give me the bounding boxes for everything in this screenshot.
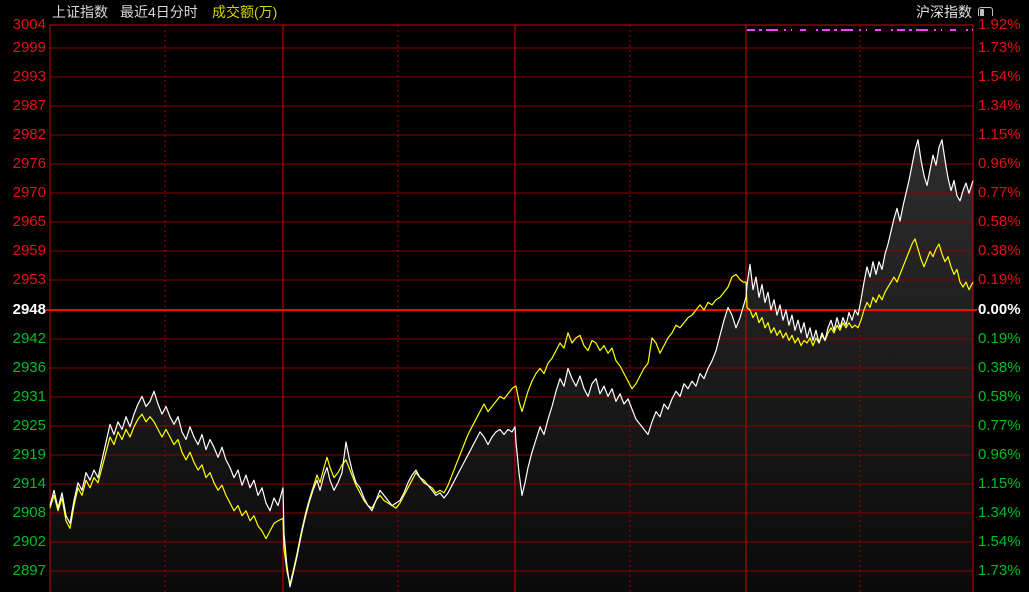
price-tick-label: 2897 <box>0 562 46 580</box>
percent-tick-label: 0.38% <box>978 359 1021 377</box>
percent-tick-label: 1.54% <box>978 68 1021 86</box>
price-tick-label: 3004 <box>0 16 46 34</box>
period-label: 最近4日分时 <box>120 4 198 20</box>
grid-lines <box>50 24 973 572</box>
percent-tick-label: 0.38% <box>978 242 1021 260</box>
percent-tick-label: 0.19% <box>978 271 1021 289</box>
secondary-line <box>49 238 974 585</box>
percent-tick-label: 0.00% <box>978 301 1021 319</box>
percent-tick-label: 1.92% <box>978 16 1021 34</box>
percent-tick-label: 1.34% <box>978 97 1021 115</box>
percent-tick-label: 1.15% <box>978 126 1021 144</box>
percent-tick-label: 1.73% <box>978 562 1021 580</box>
price-tick-label: 2970 <box>0 184 46 202</box>
price-tick-label: 2942 <box>0 330 46 348</box>
price-tick-label: 2993 <box>0 68 46 86</box>
percent-tick-label: 0.58% <box>978 213 1021 231</box>
percent-tick-label: 0.96% <box>978 155 1021 173</box>
price-tick-label: 2959 <box>0 242 46 260</box>
percent-tick-label: 0.19% <box>978 330 1021 348</box>
price-tick-label: 2914 <box>0 475 46 493</box>
percent-tick-label: 1.15% <box>978 475 1021 493</box>
price-tick-label: 2919 <box>0 446 46 464</box>
percent-tick-label: 1.73% <box>978 39 1021 57</box>
price-tick-label: 2976 <box>0 155 46 173</box>
area-fill <box>50 139 973 592</box>
price-tick-label: 2999 <box>0 39 46 57</box>
percent-tick-label: 0.58% <box>978 388 1021 406</box>
price-tick-label: 2931 <box>0 388 46 406</box>
percent-tick-label: 1.34% <box>978 504 1021 522</box>
volume-title-label: 成交额(万) <box>212 4 278 20</box>
price-tick-label: 2925 <box>0 417 46 435</box>
price-tick-label: 2902 <box>0 533 46 551</box>
price-tick-label: 2948 <box>0 301 46 319</box>
price-tick-label: 2936 <box>0 359 46 377</box>
price-tick-label: 2965 <box>0 213 46 231</box>
index-name-label: 上证指数 <box>52 4 108 20</box>
percent-tick-label: 0.77% <box>978 417 1021 435</box>
price-line <box>49 139 974 588</box>
price-tick-label: 2982 <box>0 126 46 144</box>
price-tick-label: 2953 <box>0 271 46 289</box>
percent-tick-label: 0.96% <box>978 446 1021 464</box>
price-tick-label: 2908 <box>0 504 46 522</box>
hs-index-panel-button[interactable]: 沪深指数 <box>916 4 972 20</box>
percent-tick-label: 1.54% <box>978 533 1021 551</box>
percent-tick-label: 0.77% <box>978 184 1021 202</box>
price-tick-label: 2987 <box>0 97 46 115</box>
